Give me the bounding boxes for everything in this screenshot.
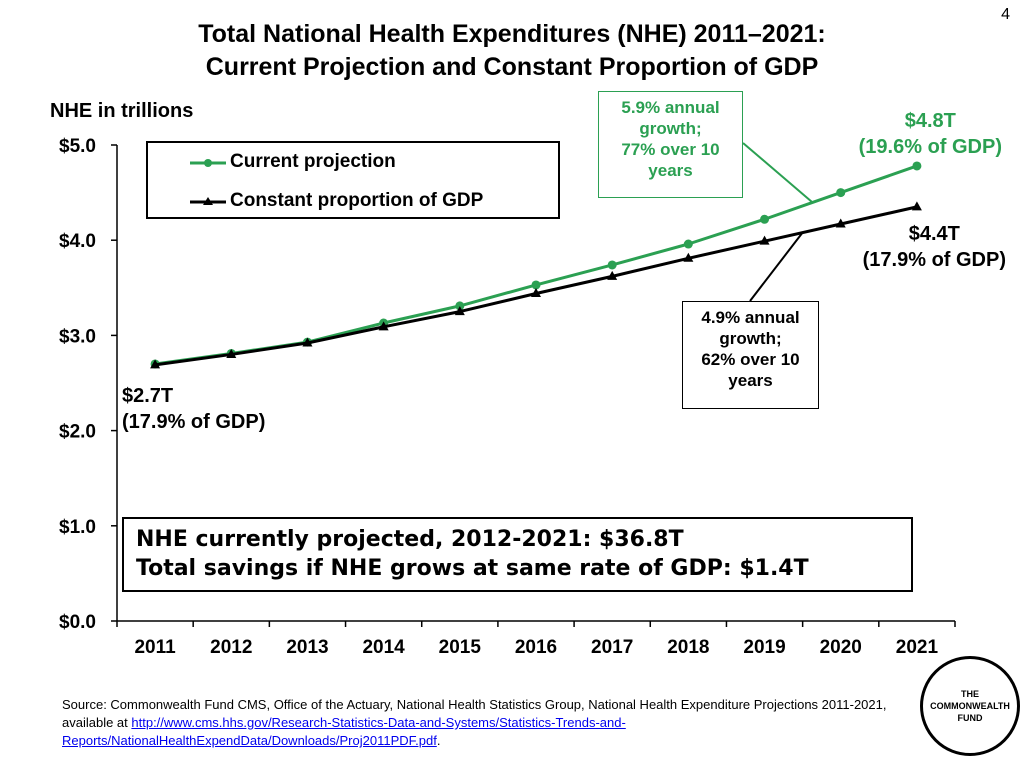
x-tick-label: 2019	[743, 637, 785, 658]
x-tick-label: 2011	[134, 637, 176, 658]
end-value-current-amount: $4.8T	[904, 110, 956, 132]
constant-callout-leader	[749, 231, 804, 302]
logo-line-3: FUND	[957, 713, 983, 723]
legend-label-constant: Constant proportion of GDP	[230, 190, 484, 211]
data-point-current	[836, 188, 846, 198]
data-point-constant	[226, 348, 237, 358]
start-value-amount: $2.7T	[122, 385, 174, 407]
logo-line-1: THE	[961, 689, 979, 699]
data-point-current	[683, 239, 693, 249]
constant-growth-line-3: 62% over 10	[701, 350, 800, 369]
current-growth-line-3: 77% over 10	[621, 140, 720, 159]
data-point-constant	[531, 288, 541, 298]
chart-title-line-1: Total National Health Expenditures (NHE)…	[198, 20, 826, 48]
legend: Current projection Constant proportion o…	[146, 141, 560, 219]
data-point-constant	[911, 201, 922, 211]
x-tick-label: 2017	[591, 637, 633, 658]
y-tick-label: $4.0	[59, 231, 96, 252]
data-point-constant	[150, 359, 161, 369]
x-tick-label: 2013	[286, 637, 328, 658]
data-point-constant	[835, 218, 846, 228]
logo-line-2: COMMONWEALTH	[930, 701, 1010, 711]
y-axis-label: NHE in trillions	[50, 100, 194, 122]
x-tick-label: 2015	[439, 637, 482, 658]
current-growth-line-4: years	[648, 161, 693, 180]
x-tick-label: 2012	[210, 637, 252, 658]
start-value-share: (17.9% of GDP)	[122, 411, 266, 433]
x-tick-label: 2014	[362, 637, 405, 658]
constant-growth-line-4: years	[728, 371, 773, 390]
chart-title: Total National Health Expenditures (NHE)…	[0, 18, 1024, 84]
current-growth-callout: 5.9% annual growth; 77% over 10 years	[598, 91, 743, 198]
data-point-constant	[302, 337, 313, 347]
data-point-constant	[378, 321, 389, 331]
data-point-current	[531, 280, 541, 290]
x-tick-label: 2021	[896, 637, 939, 658]
start-value: $2.7T (17.9% of GDP)	[122, 383, 265, 435]
legend-swatch-current	[190, 159, 226, 167]
end-value-current-share: (19.6% of GDP)	[858, 136, 1002, 158]
data-point-current	[455, 301, 465, 311]
end-value-current: $4.8T (19.6% of GDP)	[859, 108, 1002, 160]
y-tick-label: $2.0	[59, 422, 96, 443]
y-tick-label: $1.0	[59, 517, 96, 538]
current-growth-line-2: growth;	[639, 119, 702, 138]
x-tick-label: 2020	[820, 637, 862, 658]
source-note: Source: Commonwealth Fund CMS, Office of…	[62, 696, 902, 750]
end-value-constant-share: (17.9% of GDP)	[862, 249, 1006, 271]
legend-label-current: Current projection	[230, 151, 396, 172]
constant-growth-line-2: growth;	[719, 329, 782, 348]
legend-swatch-constant	[190, 197, 226, 205]
summary-line-2: Total savings if NHE grows at same rate …	[136, 556, 809, 581]
x-tick-label: 2018	[667, 637, 709, 658]
data-point-current	[760, 214, 770, 224]
end-value-constant-amount: $4.4T	[908, 223, 960, 245]
summary-box: NHE currently projected, 2012-2021: $36.…	[122, 517, 913, 592]
y-tick-label: $3.0	[59, 326, 96, 347]
data-point-constant	[759, 235, 770, 245]
line-chart: $0.0 $1.0 $2.0 $3.0 $4.0 $5.0 2011 2012 2013 2014…	[59, 136, 956, 658]
summary-line-1: NHE currently projected, 2012-2021: $36.…	[136, 527, 684, 552]
end-value-constant: $4.4T (17.9% of GDP)	[863, 221, 1006, 273]
data-point-current	[912, 161, 922, 171]
data-point-current	[607, 260, 617, 270]
source-link[interactable]: http://www.cms.hhs.gov/Research-Statisti…	[62, 715, 626, 748]
y-tick-label: $0.0	[59, 612, 96, 633]
x-tick-label: 2016	[515, 637, 557, 658]
constant-growth-line-1: 4.9% annual	[701, 308, 800, 327]
data-point-constant	[454, 306, 465, 316]
data-point-constant	[683, 252, 694, 262]
source-end: .	[436, 733, 441, 748]
page-number: 4	[1001, 6, 1010, 23]
data-point-constant	[607, 270, 618, 280]
current-growth-line-1: 5.9% annual	[621, 98, 720, 117]
commonwealth-fund-logo: THE COMMONWEALTH FUND	[920, 656, 1020, 756]
chart-title-line-2: Current Projection and Constant Proporti…	[205, 53, 819, 81]
y-tick-label: $5.0	[59, 136, 96, 157]
current-callout-leader	[742, 142, 813, 203]
constant-growth-callout: 4.9% annual growth; 62% over 10 years	[682, 301, 819, 409]
source-text: Source: Commonwealth Fund CMS, Office of…	[62, 697, 887, 730]
